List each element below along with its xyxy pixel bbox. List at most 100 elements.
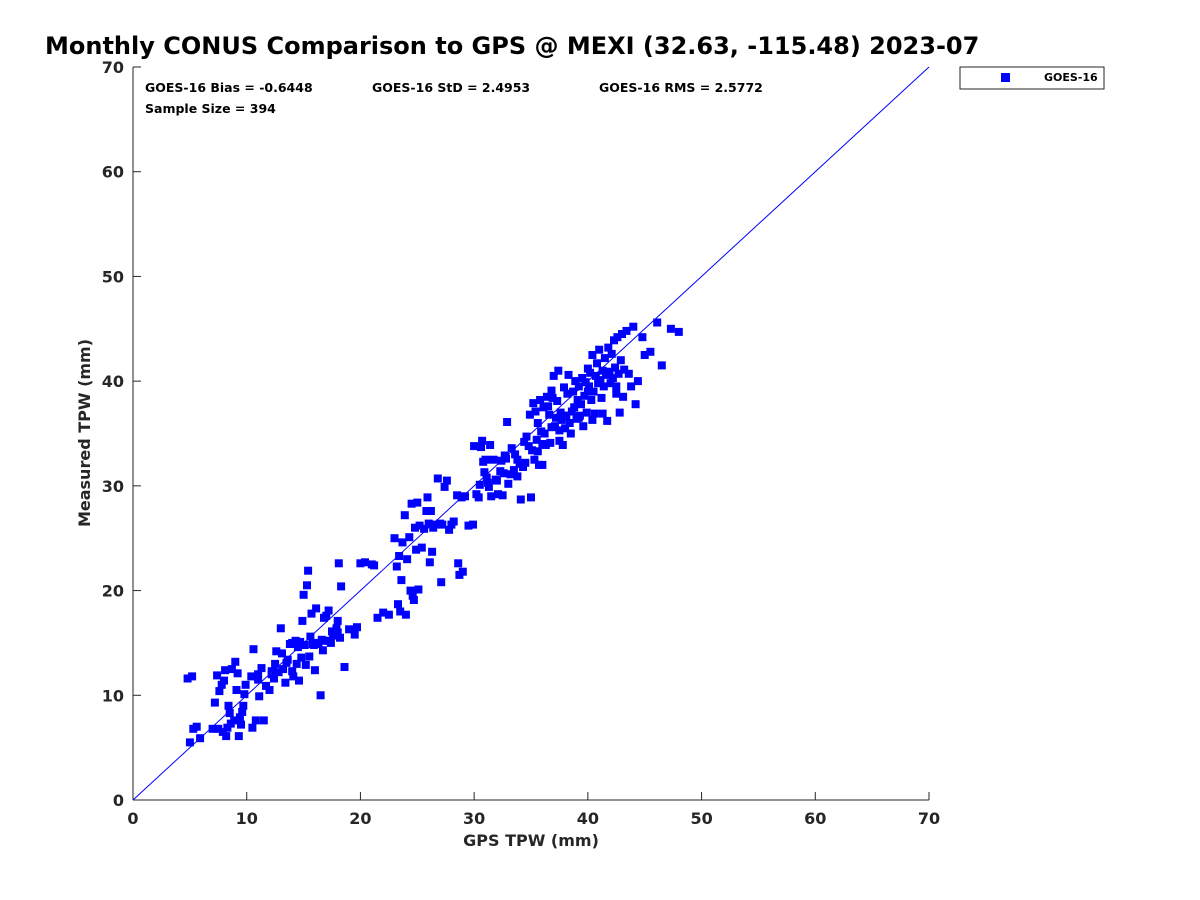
data-point [408, 591, 417, 600]
data-point [232, 686, 241, 694]
data-point [640, 351, 649, 359]
data-point [546, 438, 555, 447]
data-point [573, 396, 582, 404]
data-point [384, 610, 393, 619]
data-point [482, 473, 491, 482]
data-point [217, 680, 226, 689]
data-point [240, 690, 249, 699]
data-point [411, 523, 419, 532]
data-point [611, 363, 620, 372]
data-point [612, 389, 621, 398]
y-tick-label: 70 [102, 58, 124, 77]
data-point [557, 415, 566, 424]
data-point [192, 722, 201, 731]
x-tick-label: 50 [690, 809, 712, 828]
data-point [549, 371, 558, 380]
data-point [542, 392, 551, 401]
data-point [247, 672, 256, 681]
data-point [674, 327, 683, 336]
data-point [475, 480, 484, 489]
one-to-one-reference-line [132, 66, 930, 801]
data-point [403, 555, 412, 564]
data-point [606, 379, 615, 388]
data-point [585, 382, 593, 391]
data-point [428, 547, 437, 556]
data-point [629, 322, 638, 331]
data-point [438, 520, 447, 529]
legend: GOES-16 [959, 66, 1105, 90]
data-point [442, 476, 451, 485]
data-point [593, 359, 601, 368]
data-point [325, 636, 334, 645]
data-point [533, 419, 542, 427]
data-point [237, 720, 245, 729]
data-point [307, 609, 316, 618]
data-point [615, 408, 624, 417]
data-point [392, 562, 401, 571]
data-point [288, 667, 297, 676]
data-point [579, 422, 588, 431]
data-point [185, 738, 194, 747]
data-point [608, 374, 617, 382]
data-point [259, 716, 268, 725]
data-point [590, 409, 599, 418]
data-point [612, 382, 621, 391]
data-point [480, 468, 489, 477]
data-point [544, 402, 553, 411]
data-point [267, 667, 276, 676]
data-point [607, 349, 616, 358]
data-point [227, 665, 236, 674]
data-point [556, 408, 565, 417]
x-tick-label: 30 [463, 809, 485, 828]
data-point [583, 387, 592, 396]
data-point [604, 343, 613, 352]
data-point [524, 442, 533, 451]
data-point [318, 646, 327, 655]
data-point [614, 369, 623, 378]
data-point [494, 490, 502, 499]
x-tick-label: 10 [236, 809, 258, 828]
data-point [310, 666, 319, 675]
chart-title: Monthly CONUS Comparison to GPS @ MEXI (… [45, 32, 979, 60]
data-point [588, 415, 597, 424]
data-point [489, 455, 498, 464]
data-point [412, 545, 421, 554]
data-point [487, 492, 496, 501]
data-point [413, 498, 422, 507]
data-point [616, 356, 625, 365]
x-tick-label: 60 [804, 809, 826, 828]
data-point [532, 435, 541, 444]
data-point [222, 732, 231, 741]
data-point [320, 636, 328, 645]
data-point [618, 330, 626, 338]
data-point [407, 499, 416, 508]
data-point [420, 524, 429, 533]
data-point [477, 443, 485, 452]
data-point [409, 596, 418, 604]
data-point [461, 492, 469, 501]
data-point [345, 625, 354, 634]
data-point [596, 376, 605, 385]
data-point [340, 663, 349, 671]
data-point [353, 623, 361, 632]
data-point [356, 559, 365, 568]
data-point [565, 419, 574, 427]
data-point [619, 392, 628, 401]
data-point [297, 653, 306, 662]
data-point [666, 324, 675, 333]
data-point [276, 624, 285, 633]
data-point [313, 638, 322, 647]
data-point [332, 624, 341, 633]
data-point [458, 567, 467, 576]
data-point [588, 351, 597, 359]
data-point [513, 455, 522, 464]
data-point [627, 382, 636, 391]
data-point [566, 429, 575, 438]
data-point [312, 604, 321, 613]
data-point [511, 450, 520, 459]
data-point [574, 413, 583, 422]
data-point [401, 610, 410, 619]
y-tick-label: 60 [102, 163, 124, 182]
data-point [395, 552, 404, 560]
data-point [478, 436, 487, 445]
